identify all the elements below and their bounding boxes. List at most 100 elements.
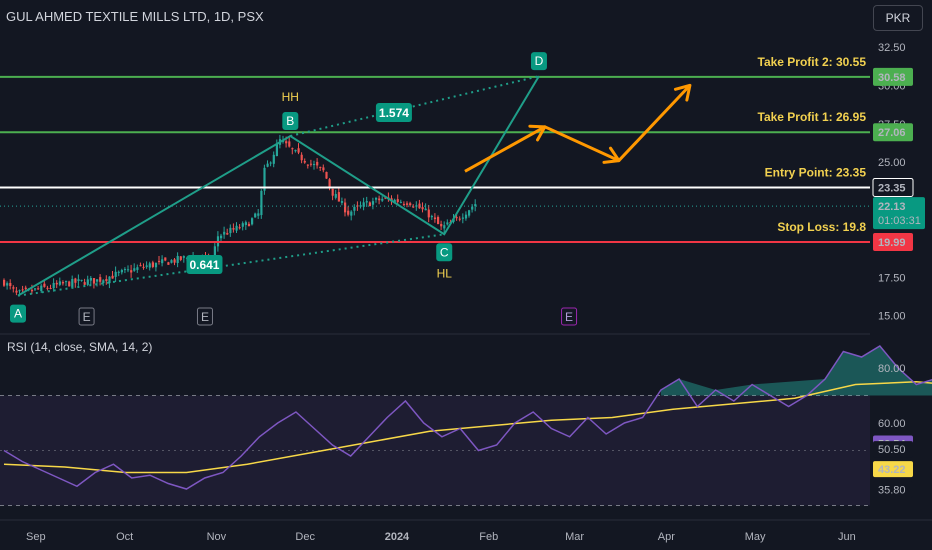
candle-body bbox=[297, 148, 300, 153]
ratio-label: 0.641 bbox=[189, 258, 219, 272]
level-label-entry: Entry Point: 23.35 bbox=[765, 165, 867, 179]
rsi-value-label: 35.80 bbox=[878, 485, 906, 497]
candle-body bbox=[114, 271, 117, 277]
candle-body bbox=[353, 206, 356, 211]
candle-body bbox=[294, 149, 297, 152]
candle-body bbox=[328, 179, 331, 187]
candle-body bbox=[164, 257, 167, 261]
candle-body bbox=[30, 289, 34, 292]
candle-body bbox=[474, 204, 477, 207]
ratio-badge bbox=[375, 103, 412, 123]
point-label-d: D bbox=[535, 54, 544, 68]
candle-body bbox=[161, 259, 164, 264]
candle-body bbox=[182, 256, 185, 258]
earnings-marker bbox=[196, 307, 213, 326]
candle-body bbox=[74, 278, 77, 283]
price-tick: 32.50 bbox=[878, 42, 906, 54]
point-badge-d bbox=[530, 52, 547, 71]
candle-body bbox=[68, 281, 71, 287]
candle-body bbox=[220, 235, 223, 239]
time-tick: Dec bbox=[295, 531, 315, 543]
time-axis: Sep Oct Nov Dec 2024 Feb Mar Apr May Jun bbox=[0, 519, 932, 543]
candle-body bbox=[412, 206, 415, 208]
earnings-marker-label: E bbox=[83, 310, 91, 324]
level-axis-badge bbox=[873, 123, 913, 142]
candle-body bbox=[21, 289, 24, 291]
candle-body bbox=[96, 279, 99, 282]
candle-body bbox=[173, 259, 176, 263]
rsi-tick: 80.00 bbox=[878, 363, 906, 375]
candle-body bbox=[316, 161, 319, 166]
candle-body bbox=[356, 205, 359, 207]
candle-body bbox=[300, 154, 303, 161]
candle-body bbox=[37, 288, 40, 290]
candle-body bbox=[223, 231, 226, 235]
candle-body bbox=[399, 201, 402, 203]
arrow-head-3 bbox=[673, 83, 692, 102]
rsi-line bbox=[3, 345, 932, 490]
candle-body bbox=[409, 203, 412, 206]
candle-body bbox=[291, 148, 294, 150]
rsi-value-badge bbox=[873, 441, 913, 458]
candle-body bbox=[337, 192, 340, 202]
time-tick: Nov bbox=[207, 531, 227, 543]
candle-body bbox=[471, 206, 474, 210]
candle-body bbox=[362, 202, 365, 207]
price-tick: 25.00 bbox=[878, 157, 906, 169]
level-axis-badge bbox=[873, 232, 913, 251]
candle-body bbox=[58, 281, 61, 285]
candle-body bbox=[71, 278, 74, 288]
candle-body bbox=[433, 217, 437, 220]
level-axis-badge bbox=[872, 177, 914, 197]
candle-body bbox=[331, 188, 334, 196]
chart-title: GUL AHMED TEXTILE MILLS LTD, 1D, PSX bbox=[6, 9, 264, 24]
candle-body bbox=[402, 203, 406, 205]
rsi-value-label: 50.50 bbox=[878, 444, 906, 456]
candle-body bbox=[40, 285, 43, 292]
candle-body bbox=[322, 167, 325, 171]
candle-body bbox=[86, 279, 89, 285]
level-label-target: Take Profit 2: 30.55 bbox=[758, 55, 867, 69]
time-tick: May bbox=[745, 531, 766, 543]
earnings-marker-label: E bbox=[565, 310, 573, 324]
projection-path bbox=[464, 84, 692, 173]
candle-body bbox=[446, 222, 449, 225]
candle-body bbox=[55, 282, 58, 285]
candle-body bbox=[455, 217, 458, 219]
candle-body bbox=[381, 198, 384, 201]
candle-body bbox=[213, 246, 216, 259]
candle-body bbox=[49, 287, 52, 289]
time-tick: Oct bbox=[116, 531, 133, 543]
ratio-line-bd bbox=[290, 75, 540, 138]
currency-button[interactable]: PKR bbox=[873, 5, 923, 31]
candle-body bbox=[6, 283, 9, 286]
candle-body bbox=[313, 164, 316, 166]
candle-body bbox=[396, 199, 399, 202]
candle-body bbox=[61, 282, 65, 284]
candle-body bbox=[105, 279, 108, 281]
candle-body bbox=[418, 203, 421, 209]
candle-body bbox=[285, 141, 288, 144]
candle-body bbox=[371, 201, 375, 205]
candle-body bbox=[468, 210, 471, 216]
candle-body bbox=[92, 278, 96, 284]
ratio-badge bbox=[186, 254, 223, 274]
candle-body bbox=[148, 263, 151, 268]
rsi-value-badge bbox=[873, 461, 913, 478]
point-label-b: B bbox=[286, 114, 294, 128]
candle-body bbox=[347, 210, 350, 215]
candle-body bbox=[117, 271, 120, 273]
candle-body bbox=[365, 201, 368, 203]
level-label-target: Take Profit 1: 26.95 bbox=[758, 110, 867, 124]
earnings-marker bbox=[78, 307, 95, 326]
candle-body bbox=[350, 211, 353, 216]
candle-body bbox=[136, 267, 139, 270]
candle-body bbox=[443, 225, 446, 229]
candle-body bbox=[440, 223, 443, 227]
time-tick: Feb bbox=[479, 531, 498, 543]
price-axis: 32.5030.0027.5025.0017.5015.0030.5827.06… bbox=[872, 42, 925, 498]
candle-body bbox=[9, 282, 12, 287]
candle-body bbox=[266, 163, 269, 167]
candle-body bbox=[15, 290, 18, 293]
candle-body bbox=[120, 270, 123, 273]
